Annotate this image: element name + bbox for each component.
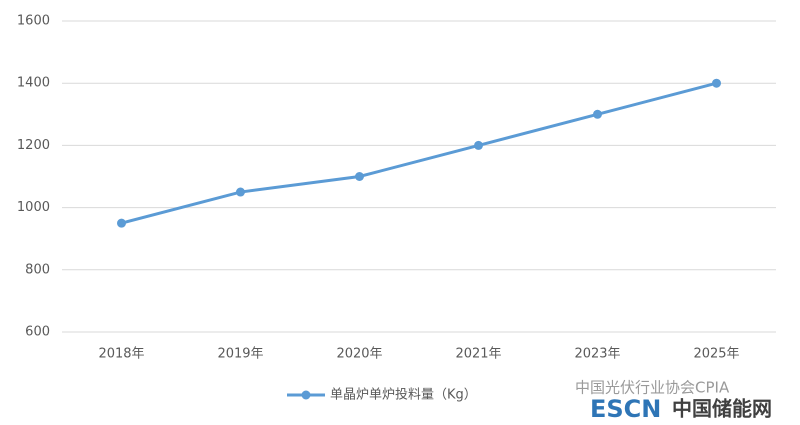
point <box>236 187 245 197</box>
x-tick-label: 2025年 <box>693 347 739 362</box>
point <box>474 140 483 150</box>
legend-label: 单晶炉单炉投料量（Kg） <box>330 387 477 403</box>
x-tick-label: 2020年 <box>336 347 382 362</box>
point <box>117 218 126 228</box>
x-tick-label: 2018年 <box>98 347 144 362</box>
watermark: 中国光伏行业协会CPIA <box>575 379 730 397</box>
point <box>712 78 721 88</box>
x-tick-label: 2021年 <box>455 347 501 362</box>
legend-marker <box>301 390 311 400</box>
watermark: 中国储能网 <box>672 397 772 421</box>
y-tick-label: 1400 <box>17 76 50 91</box>
y-tick-label: 800 <box>25 262 50 277</box>
y-tick-label: 1600 <box>17 14 50 29</box>
line <box>121 81 717 225</box>
point <box>355 172 364 181</box>
y-tick-label: 1200 <box>17 138 50 153</box>
watermark: ESCN <box>590 395 661 423</box>
x-tick-label: 2019年 <box>217 347 263 362</box>
y-tick-label: 1000 <box>17 200 50 215</box>
point <box>593 109 602 119</box>
x-tick-label: 2023年 <box>574 347 620 362</box>
y-tick-label: 600 <box>25 325 50 340</box>
